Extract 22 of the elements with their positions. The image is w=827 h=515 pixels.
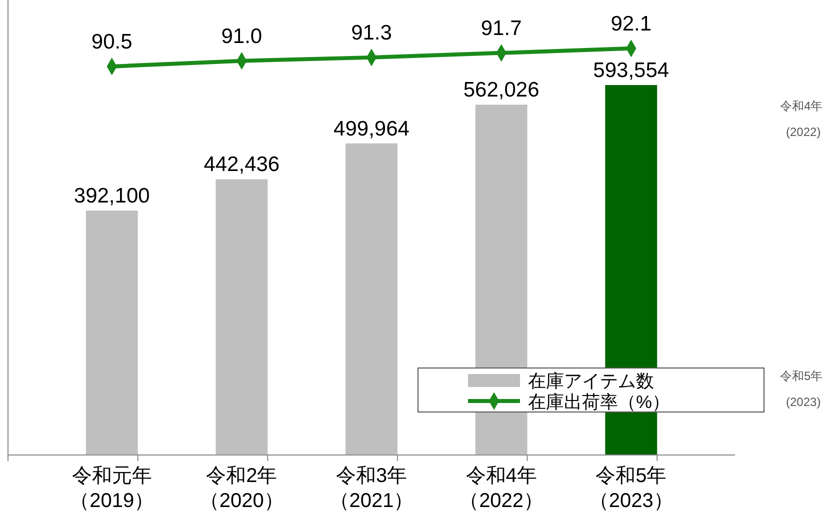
data-label: 91.3	[351, 21, 392, 44]
x-tick-label: 令和3年（2021）	[329, 465, 414, 512]
data-label: 499,964	[334, 117, 410, 140]
bar	[346, 143, 398, 455]
x-tick-label: 令和4年（2022）	[459, 465, 544, 512]
data-label: 392,100	[74, 184, 150, 208]
data-label: 562,026	[463, 78, 540, 102]
data-label: 91.7	[480, 16, 522, 40]
x-tick-label: 令和2年（2020）	[199, 465, 284, 512]
x-tick-label: 令和5年（2023）	[588, 465, 674, 512]
bar	[216, 179, 268, 455]
data-label: 92.1	[610, 12, 652, 36]
text: 令和4年(2022)	[780, 99, 823, 139]
legend-label: 在庫出荷率（%）	[528, 392, 670, 412]
data-label: 593,554	[593, 59, 670, 82]
data-label: 91.0	[221, 24, 262, 48]
text: 令和5年(2023)	[780, 369, 823, 409]
x-tick-label: 令和元年（2019）	[70, 465, 154, 512]
bar	[86, 210, 138, 455]
data-label: 442,436	[204, 153, 280, 176]
legend-label: 在庫アイテム数	[528, 371, 654, 391]
data-label: 90.5	[91, 30, 132, 54]
